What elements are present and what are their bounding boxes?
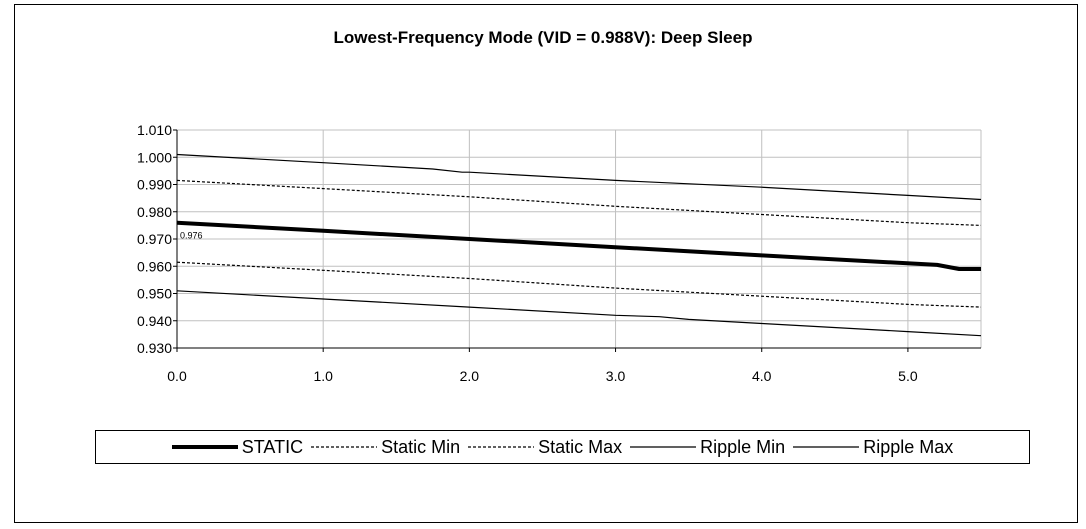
legend-label: STATIC: [241, 436, 304, 457]
legend-label: Static Max: [538, 436, 623, 457]
legend-label: Ripple Min: [700, 436, 786, 457]
y-tick-label: 0.970: [137, 231, 172, 247]
tick-labels: 1.010 1.000 0.990 0.980 0.970 0.960 0.950 0.940…: [137, 122, 918, 384]
series-line-ripple-min: [176, 290, 982, 337]
legend-swatch: [171, 445, 238, 449]
y-tick-label: 0.930: [137, 340, 172, 356]
chart-legend: STATIC Static Min Static Max Ripple Min Ripp…: [95, 430, 1030, 464]
legend-swatch: [468, 446, 535, 448]
x-tick-label: 4.0: [752, 368, 772, 384]
x-tick-label: 5.0: [898, 368, 918, 384]
legend-item: Ripple Min: [630, 437, 785, 458]
data-label: 0.976: [180, 231, 203, 241]
y-tick-label: 1.010: [137, 122, 172, 138]
legend-swatch: [793, 446, 860, 448]
x-tick-label: 3.0: [606, 368, 626, 384]
series-lines: [176, 153, 982, 337]
legend-label: Ripple Max: [863, 436, 954, 457]
series-line-ripple-max: [176, 153, 982, 201]
series-line-static-min: [176, 261, 982, 308]
grid-lines: [177, 129, 982, 349]
y-tick-label: 1.000: [137, 149, 172, 165]
y-tick-label: 0.950: [137, 286, 172, 302]
axes: [173, 129, 981, 352]
chart-title: Lowest-Frequency Mode (VID = 0.988V): De…: [333, 28, 753, 47]
legend-label: Static Min: [381, 436, 461, 457]
x-tick-label: 2.0: [460, 368, 480, 384]
legend-swatch: [311, 446, 378, 448]
legend-item: Ripple Max: [793, 437, 953, 458]
legend-item: Static Max: [468, 437, 622, 458]
x-tick-label: 1.0: [313, 368, 333, 384]
y-tick-label: 0.960: [137, 258, 172, 274]
y-tick-label: 0.990: [137, 177, 172, 193]
series-line-static-max: [176, 179, 982, 226]
legend-swatch: [630, 446, 697, 448]
y-tick-label: 0.940: [137, 313, 172, 329]
series-line-static: [176, 220, 981, 271]
legend-item: Static Min: [311, 437, 460, 458]
y-tick-label: 0.980: [137, 204, 172, 220]
x-tick-label: 0.0: [167, 368, 187, 384]
legend-item: STATIC: [171, 436, 304, 458]
